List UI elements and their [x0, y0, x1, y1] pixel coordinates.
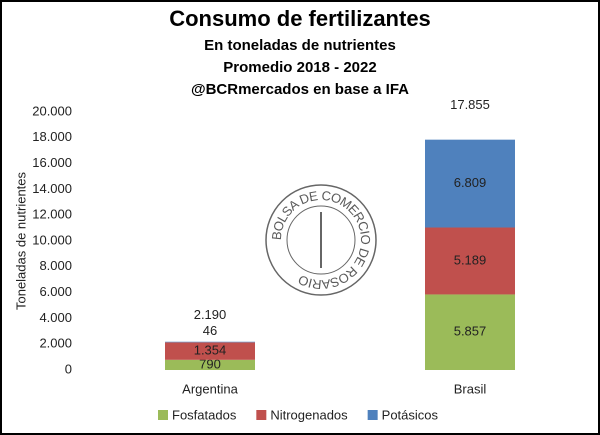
y-tick-label: 10.000: [32, 232, 72, 247]
bar-segment: [425, 227, 515, 295]
y-tick-label: 16.000: [32, 155, 72, 170]
data-label: 6.809: [454, 175, 487, 190]
subtitle: @BCRmercados en base a IFA: [191, 81, 409, 98]
legend-label: Potásicos: [382, 407, 439, 422]
x-tick-label: Brasil: [454, 381, 487, 396]
y-axis-label: Toneladas de nutrientes: [13, 171, 28, 310]
data-label: 790: [199, 356, 221, 371]
x-tick-label: Argentina: [182, 381, 238, 396]
legend-swatch: [158, 410, 168, 420]
watermark: BOLSA DE COMERCIO DE ROSARIO: [265, 184, 377, 296]
y-tick-label: 0: [65, 361, 72, 376]
y-tick-label: 2.000: [39, 336, 72, 351]
data-label: 5.857: [454, 324, 487, 339]
data-label: 1.354: [194, 343, 227, 358]
bar-segment: [165, 359, 255, 370]
y-tick-label: 20.000: [32, 103, 72, 118]
watermark-ring: [286, 205, 356, 275]
bar-segment: [425, 294, 515, 370]
total-label: 17.855: [450, 97, 490, 112]
y-tick-label: 14.000: [32, 181, 72, 196]
subtitle: Promedio 2018 - 2022: [223, 59, 376, 76]
bar-segment: [165, 341, 255, 343]
legend-label: Nitrogenados: [270, 407, 348, 422]
bar-segment: [425, 139, 515, 228]
legend-swatch: [256, 410, 267, 420]
chart-title: Consumo de fertilizantes: [169, 6, 431, 31]
legend-swatch: [367, 410, 378, 420]
y-tick-label: 4.000: [39, 310, 72, 325]
total-label: 2.190: [194, 307, 227, 322]
legend-label: Fosfatados: [172, 407, 237, 422]
y-tick-label: 8.000: [39, 258, 72, 273]
y-tick-label: 12.000: [32, 207, 72, 222]
data-label: 5.189: [454, 252, 487, 267]
watermark-ring: [265, 184, 377, 296]
subtitle: En toneladas de nutrientes: [204, 37, 396, 54]
y-tick-label: 18.000: [32, 129, 72, 144]
bar-segment: [165, 342, 255, 360]
data-label: 46: [203, 323, 217, 338]
y-tick-label: 6.000: [39, 284, 72, 299]
